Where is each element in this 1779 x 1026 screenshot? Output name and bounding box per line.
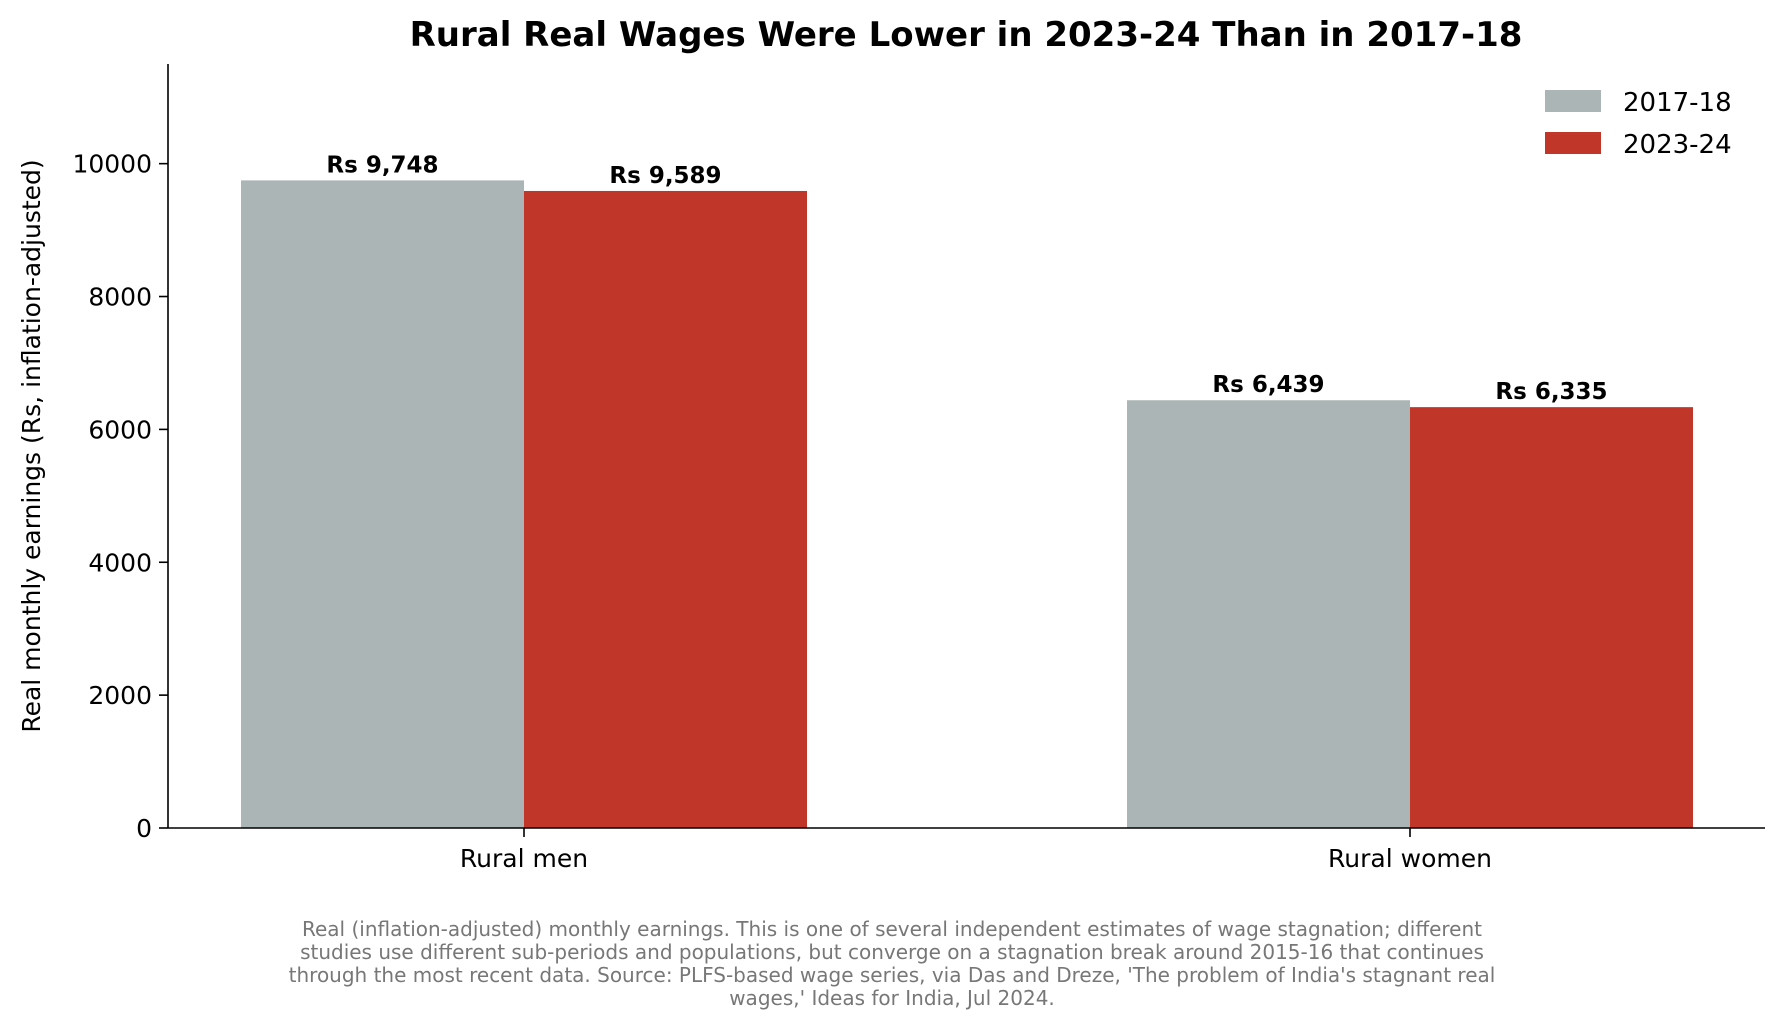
data-label: Rs 9,589	[609, 163, 721, 189]
y-tick-label: 0	[136, 814, 152, 843]
legend-label-2017-18: 2017-18	[1623, 88, 1732, 118]
y-ticks-layer: 0 2000 4000 6000 8000 10000	[72, 150, 168, 843]
bars-layer	[241, 180, 1693, 829]
bar-2023-24-rural-men	[524, 190, 807, 829]
y-tick-label: 4000	[88, 548, 152, 577]
x-tick-label: Rural women	[1328, 844, 1492, 873]
footnote-line: Real (inflation-adjusted) monthly earnin…	[302, 917, 1482, 941]
x-ticks-layer: Rural men Rural women	[460, 828, 1492, 873]
footnote-line: through the most recent data. Source: PL…	[289, 963, 1496, 987]
data-label: Rs 6,439	[1212, 372, 1324, 398]
data-label: Rs 9,748	[326, 152, 438, 178]
data-label: Rs 6,335	[1495, 379, 1607, 405]
y-tick-label: 8000	[88, 283, 152, 312]
legend: 2017-18 2023-24	[1545, 88, 1732, 160]
footnote-line: wages,' Ideas for India, Jul 2024.	[729, 986, 1055, 1010]
footnote: Real (inflation-adjusted) monthly earnin…	[289, 917, 1496, 1010]
y-tick-label: 2000	[88, 681, 152, 710]
data-labels-layer: Rs 9,748 Rs 9,589 Rs 6,439 Rs 6,335	[326, 152, 1607, 405]
y-tick-label: 6000	[88, 415, 152, 444]
legend-label-2023-24: 2023-24	[1623, 130, 1732, 160]
bar-2017-18-rural-women	[1127, 400, 1410, 828]
y-tick-label: 10000	[72, 150, 152, 179]
footnote-line: studies use different sub-periods and po…	[300, 940, 1484, 964]
legend-swatch-2023-24	[1545, 132, 1601, 154]
bar-2023-24-rural-women	[1410, 407, 1693, 828]
y-axis-label: Real monthly earnings (Rs, inflation-adj…	[17, 159, 46, 732]
x-tick-label: Rural men	[460, 844, 588, 873]
bar-2017-18-rural-men	[241, 180, 524, 828]
legend-swatch-2017-18	[1545, 90, 1601, 112]
chart-title: Rural Real Wages Were Lower in 2023-24 T…	[410, 15, 1523, 55]
